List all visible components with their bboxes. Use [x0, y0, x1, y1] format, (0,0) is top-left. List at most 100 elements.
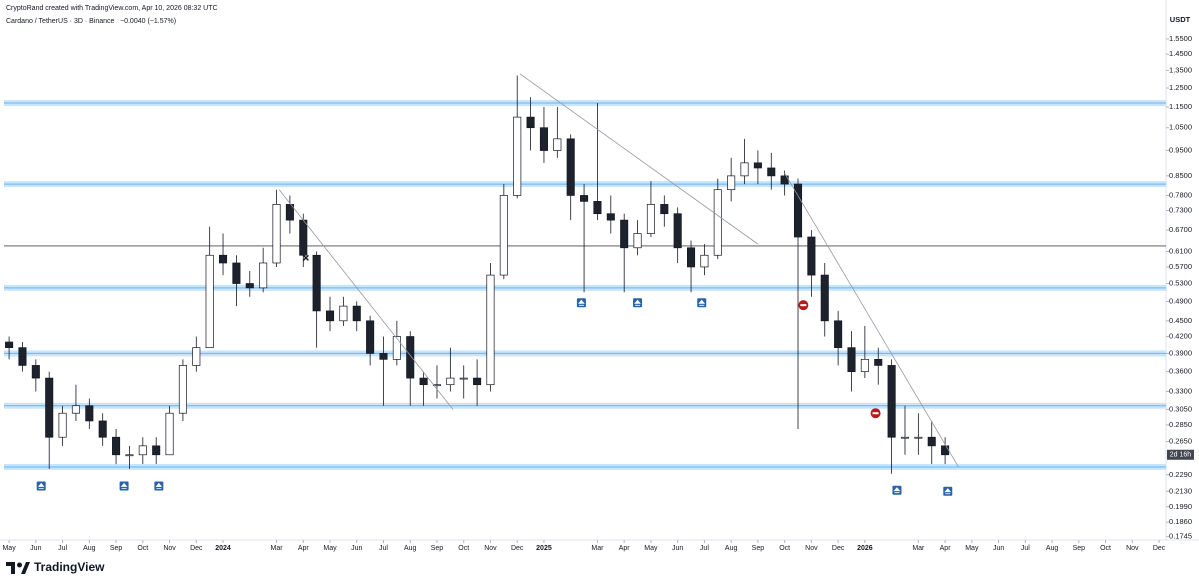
x-tick-label: Mar: [912, 545, 925, 552]
candles: [5, 75, 950, 474]
x-tick-label: Nov: [805, 545, 818, 552]
candle-body: [18, 347, 27, 366]
candle-body: [499, 195, 508, 276]
x-tick-label: Dec: [1153, 545, 1166, 552]
candle-body: [620, 219, 629, 249]
candle-body: [178, 365, 187, 414]
x-tick-label: Dec: [511, 545, 524, 552]
buy-signal: [576, 298, 586, 308]
candle-body: [900, 436, 910, 439]
candle-body: [232, 262, 241, 284]
y-tick-label: 0.8500: [1169, 171, 1192, 180]
y-tick-label: 0.3600: [1169, 367, 1192, 376]
sell-signal: [798, 300, 809, 311]
sell-signal-bar: [872, 412, 879, 415]
candle-body: [820, 274, 829, 322]
y-tick-label: 0.2850: [1169, 420, 1192, 429]
change: −0.0040 (−1.57%): [120, 18, 176, 25]
x-tick-label: May: [965, 545, 979, 552]
y-tick-label: 0.6100: [1169, 246, 1192, 255]
buy-signal-arrow: [120, 482, 128, 489]
x-tick-label: Jul: [58, 545, 67, 552]
candle-body: [834, 320, 843, 349]
candle-body: [473, 377, 482, 386]
candle-body: [125, 454, 134, 457]
x-tick-label: 2024: [215, 545, 231, 552]
buy-signal: [892, 485, 902, 495]
y-tick-label: 0.7300: [1169, 206, 1192, 215]
candle-body: [85, 405, 94, 422]
candle-body: [31, 365, 40, 379]
x-tick-label: Apr: [298, 545, 310, 552]
y-tick-label: 1.5500: [1169, 34, 1192, 43]
x-tick-label: Sep: [431, 545, 444, 552]
x-tick-label: Oct: [458, 545, 469, 552]
buy-signal: [154, 481, 164, 491]
x-tick-label: Nov: [484, 545, 497, 552]
countdown: 2d 16h: [1170, 452, 1192, 459]
x-tick-label: May: [644, 545, 658, 552]
sell-signal-bar: [800, 304, 807, 307]
candle-body: [914, 436, 923, 439]
logo: TradingView: [6, 560, 105, 574]
candle-body: [219, 254, 228, 264]
y-tick-label: 0.4500: [1169, 316, 1192, 325]
x-tick-label: Jul: [379, 545, 388, 552]
candle-body: [847, 347, 856, 373]
candle-body: [205, 254, 214, 349]
buy-signal-arrow: [155, 482, 163, 489]
y-tick-label: 0.2290: [1169, 470, 1192, 479]
buy-signal-arrow: [578, 299, 585, 306]
x-tick-label: 2025: [536, 545, 552, 552]
x-tick-label: Sep: [110, 545, 123, 552]
x-tick-label: Jun: [351, 545, 362, 552]
candle-body: [539, 127, 548, 151]
y-tick-label: 0.9500: [1169, 146, 1192, 155]
trendline: [519, 73, 759, 245]
y-tick-label: 0.7800: [1169, 190, 1192, 199]
x-tick-label: May: [2, 545, 16, 552]
candle-body: [513, 116, 522, 196]
y-tick-label: 0.1990: [1169, 502, 1192, 511]
y-tick-label: 1.3500: [1169, 65, 1192, 74]
candle-body: [165, 412, 174, 456]
y-tick-label: 0.1745: [1169, 532, 1192, 541]
candle-body: [325, 310, 335, 322]
sell-signal: [870, 408, 881, 419]
y-tick-label: 0.5300: [1169, 279, 1192, 288]
x-tick-label: Jul: [1021, 545, 1030, 552]
candle-body: [272, 204, 281, 264]
candle-body: [887, 365, 896, 438]
candle-body: [793, 183, 803, 238]
candle-body: [486, 274, 495, 386]
buy-signal-arrow: [634, 299, 641, 306]
x-tick-label: Oct: [1100, 545, 1111, 552]
y-tick-label: 0.3900: [1169, 348, 1192, 357]
candle-body: [660, 204, 669, 215]
candle-body: [299, 219, 308, 256]
candle-body: [312, 254, 321, 312]
y-tick-label: 0.3050: [1169, 404, 1192, 413]
candle-body: [245, 283, 254, 289]
candle-body: [941, 445, 950, 456]
brand: TradingView: [34, 560, 105, 574]
x-tick-label: Apr: [619, 545, 631, 552]
candle-body: [446, 377, 455, 386]
trendline: [784, 173, 959, 468]
candle-body: [753, 162, 762, 169]
x-tick-label: Aug: [725, 545, 738, 552]
x-tick-label: 2026: [857, 545, 873, 552]
candle-body: [5, 341, 14, 349]
candle-body: [740, 162, 749, 177]
attribution: CryptoRand created with TradingView.com,…: [6, 5, 218, 12]
candle-body: [152, 445, 161, 456]
y-tick-label: 0.2130: [1169, 486, 1192, 495]
candle-body: [727, 175, 736, 191]
candle-body: [646, 204, 655, 234]
x-tick-label: Oct: [779, 545, 790, 552]
candle-body: [352, 305, 361, 322]
x-tick-label: Aug: [83, 545, 96, 552]
y-tick-label: 0.5700: [1169, 262, 1192, 271]
candle-body: [927, 436, 936, 447]
